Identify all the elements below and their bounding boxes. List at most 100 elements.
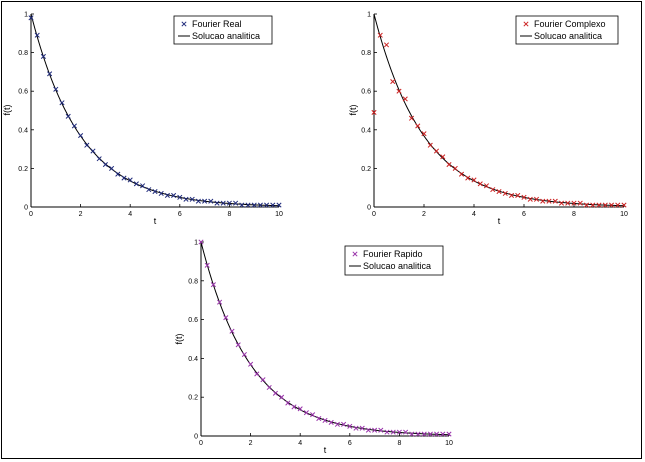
data-point-17-b <box>303 410 309 416</box>
data-point-31-b <box>390 429 396 435</box>
x-tick-label: 8 <box>572 211 576 218</box>
data-point-10-b <box>260 377 266 383</box>
data-point-27-b <box>365 427 371 433</box>
x-axis-label: t <box>498 216 501 226</box>
data-point-23-b <box>341 421 347 427</box>
data-point-0-b <box>371 109 377 115</box>
data-point-19-b <box>146 187 152 193</box>
data-point-38-b <box>264 202 270 208</box>
y-tick-label: 0.2 <box>361 166 371 173</box>
data-point-37-b <box>427 431 433 437</box>
data-point-16-b <box>127 177 133 183</box>
data-point-17-b <box>133 181 139 187</box>
data-point-24-b <box>521 194 527 200</box>
data-point-5-b <box>59 100 65 106</box>
data-point-30-b <box>558 200 565 206</box>
data-point-40-b <box>276 202 282 208</box>
x-tick-label: 6 <box>178 211 182 218</box>
data-point-0-b <box>28 15 34 21</box>
x-tick-label: 6 <box>522 211 526 218</box>
data-point-14-b <box>458 171 465 177</box>
data-point-36-b <box>421 431 427 437</box>
y-tick-label: 0 <box>24 205 28 212</box>
data-point-15-b <box>465 175 471 181</box>
y-axis-label: f(t) <box>2 105 12 116</box>
data-point-2-b <box>210 282 216 288</box>
x-axis-label: t <box>324 445 327 455</box>
data-point-1-b <box>377 32 383 38</box>
data-point-10-b <box>90 148 96 154</box>
data-point-8-b <box>248 361 254 367</box>
data-point-7-b <box>415 123 421 129</box>
data-point-19-b <box>316 415 322 422</box>
legend-box <box>344 245 444 276</box>
data-point-6-b <box>65 113 71 119</box>
data-point-26-b <box>533 196 540 202</box>
data-point-19-b <box>490 187 496 193</box>
chart-1: 0 2 4 6 8 10 0 0.2 0.4 0.6 0.8 1 t f(t) Fourier Real So… <box>2 12 283 227</box>
x-tick-label: 2 <box>79 211 83 218</box>
y-tick-label: 0.6 <box>18 89 28 96</box>
legend-label-fourier: Fourier Real <box>192 19 242 29</box>
data-point-32-b <box>571 200 577 206</box>
data-point-21-b <box>328 419 334 425</box>
data-point-16-b <box>297 406 303 412</box>
x-tick-label: 0 <box>199 440 203 447</box>
data-point-21-b <box>502 190 508 197</box>
chart-2: 0 2 4 6 8 10 0 0.2 0.4 0.6 0.8 1 t f(t) Fourier Comple… <box>348 12 628 227</box>
data-point-20-b <box>322 417 328 424</box>
data-point-29-b <box>552 198 558 204</box>
data-point-4-b <box>396 88 402 94</box>
x-tick-label: 2 <box>249 440 253 447</box>
data-point-7-b <box>241 351 247 358</box>
y-tick-label: 1 <box>367 12 371 19</box>
data-point-20-b <box>152 189 158 195</box>
data-point-15-b <box>121 175 127 181</box>
data-point-27-b <box>540 198 546 204</box>
x-tick-label: 0 <box>29 211 33 218</box>
data-point-8-b <box>421 131 427 137</box>
data-point-11-b <box>266 384 272 391</box>
data-point-32-b <box>396 429 402 435</box>
data-point-33-b <box>403 429 409 435</box>
y-tick-label: 0.2 <box>18 166 28 173</box>
data-point-14-b <box>115 171 121 177</box>
x-tick-label: 4 <box>298 440 302 447</box>
data-point-12-b <box>102 161 108 168</box>
y-tick-label: 0 <box>194 434 198 441</box>
data-point-23-b <box>515 192 521 198</box>
y-tick-label: 0.2 <box>188 395 198 402</box>
data-point-37-b <box>257 202 263 208</box>
data-point-15-b <box>291 404 297 410</box>
legend-box <box>515 15 619 45</box>
data-point-18-b <box>483 183 490 189</box>
data-point-13-b <box>109 165 115 171</box>
data-point-35-b <box>245 202 251 208</box>
data-point-3-b <box>217 299 223 305</box>
y-tick-label: 0.6 <box>188 317 198 324</box>
data-point-18-b <box>140 183 146 189</box>
data-point-26-b <box>189 196 195 202</box>
data-point-13-b <box>452 165 458 171</box>
x-tick-label: 8 <box>397 440 401 447</box>
data-point-7-b <box>71 123 77 129</box>
legend-label-fourier: Fourier Complexo <box>534 19 606 29</box>
legend-marker-b <box>181 21 187 27</box>
y-tick-label: 0 <box>367 205 371 212</box>
data-point-10-b <box>433 148 440 154</box>
y-tick-label: 0.4 <box>188 356 198 363</box>
data-point-12-b <box>272 390 278 396</box>
legend-label-analitica: Solucao analitica <box>192 31 260 41</box>
data-point-20-b <box>496 189 502 195</box>
data-point-25-b <box>353 425 359 431</box>
data-point-16-b <box>471 177 477 183</box>
data-point-35-b <box>415 431 421 437</box>
data-point-0-b <box>198 239 204 245</box>
data-point-27-b <box>195 198 201 204</box>
data-point-18-b <box>310 412 316 418</box>
y-tick-label: 0.6 <box>361 89 371 96</box>
x-tick-label: 8 <box>227 211 231 218</box>
legend-marker-b <box>352 251 358 257</box>
